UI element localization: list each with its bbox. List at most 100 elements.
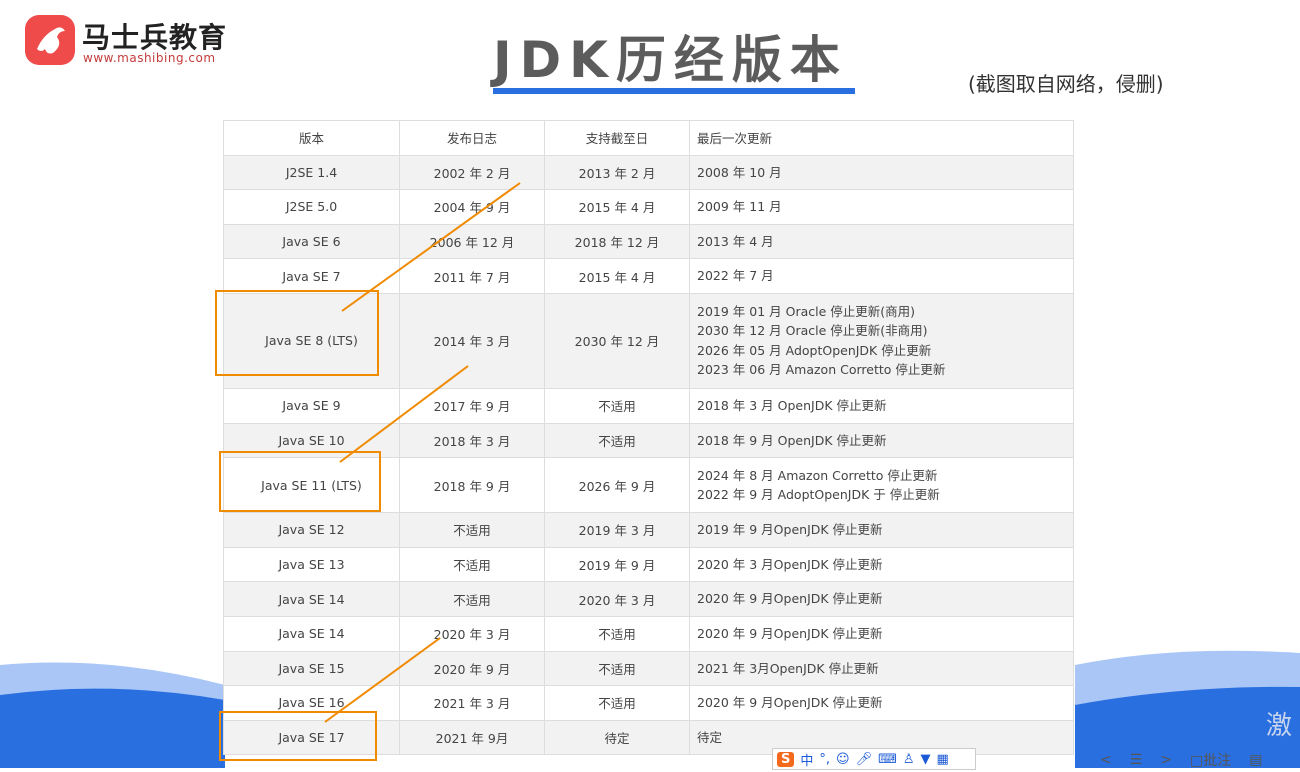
cell-support: 2030 年 12 月 — [544, 292, 690, 389]
cell-support: 2013 年 2 月 — [544, 154, 690, 191]
update-line: 2030 年 12 月 Oracle 停止更新(非商用) — [697, 323, 928, 339]
cell-support: 2020 年 3 月 — [544, 581, 690, 617]
ime-mode-toggle[interactable]: 中 — [800, 753, 814, 769]
cell-release: 2018 年 3 月 — [399, 422, 545, 459]
table-header: 版本 发布日志 支持截至日 最后一次更新 — [223, 120, 1074, 156]
cell-support: 待定 — [544, 719, 690, 756]
cell-version: Java SE 11 (LTS) — [223, 457, 400, 514]
cell-last-update: 2013 年 4 月 — [689, 223, 1074, 260]
update-line: 2018 年 9 月 OpenJDK 停止更新 — [697, 432, 887, 448]
cell-support: 2018 年 12 月 — [544, 223, 690, 260]
toolbox-icon[interactable]: ▦ — [936, 751, 949, 767]
user-icon[interactable]: ♙ — [902, 751, 915, 767]
table-row: Java SE 9 2017 年 9 月不适用 2018 年 3 月 OpenJDK… — [223, 387, 1074, 424]
table-row: Java SE 8 (LTS) 2014 年 3 月 2030 年 12 月 2019… — [223, 292, 1074, 389]
cell-last-update: 2021 年 3月OpenJDK 停止更新 — [689, 650, 1074, 687]
cell-release: 2004 年 9 月 — [399, 189, 545, 225]
cell-version: Java SE 17 — [223, 719, 400, 756]
table-row: Java SE 12 不适用 2019 年 3 月 2019 年 9 月OpenJDK… — [223, 512, 1074, 548]
next-slide-button[interactable]: > — [1160, 752, 1173, 768]
ime-toolbar[interactable]: S 中 °, ☺ 🎤︎ ⌨ ♙ ▼ ▦ — [772, 748, 976, 770]
table-row: Java SE 14 不适用 2020 年 3 月 2020 年 9 月OpenJDK… — [223, 581, 1074, 617]
cell-version: Java SE 16 — [223, 685, 400, 721]
cell-last-update: 2022 年 7 月 — [689, 258, 1074, 294]
table-row: Java SE 16 2021 年 3 月不适用 2020 年 9 月OpenJDK… — [223, 685, 1074, 721]
slide-nav: < ☰ > □批注 ▤ — [1100, 750, 1263, 770]
column-header: 版本 — [223, 120, 400, 156]
update-line: 2008 年 10 月 — [697, 164, 782, 180]
cell-version: Java SE 12 — [223, 512, 400, 548]
prev-slide-button[interactable]: < — [1100, 752, 1112, 768]
update-line: 2013 年 4 月 — [697, 233, 774, 249]
skin-icon[interactable]: ▼ — [920, 751, 931, 767]
comment-button[interactable]: □批注 — [1190, 753, 1232, 769]
update-line: 2018 年 3 月 OpenJDK 停止更新 — [697, 398, 887, 414]
title-underline — [493, 88, 855, 94]
cell-release: 2017 年 9 月 — [399, 387, 545, 424]
slide-list-button[interactable]: ☰ — [1129, 752, 1143, 768]
cell-support: 不适用 — [544, 650, 690, 687]
update-line: 2021 年 3月OpenJDK 停止更新 — [697, 660, 879, 676]
brand-name: 马士兵教育 — [82, 21, 228, 54]
microphone-icon[interactable]: 🎤︎ — [855, 751, 873, 767]
cell-last-update: 2020 年 3 月OpenJDK 停止更新 — [689, 546, 1074, 583]
sogou-logo-icon: S — [777, 751, 795, 767]
cell-release: 不适用 — [399, 512, 545, 548]
watermark-text: 激 — [1266, 711, 1293, 741]
cell-release: 不适用 — [399, 581, 545, 617]
table-row: Java SE 14 2020 年 3 月不适用 2020 年 9 月OpenJDK… — [223, 615, 1074, 652]
column-header: 最后一次更新 — [689, 120, 1074, 156]
update-line: 2020 年 9 月OpenJDK 停止更新 — [697, 591, 883, 607]
cell-support: 2019 年 9 月 — [544, 546, 690, 583]
cell-release: 2014 年 3 月 — [399, 292, 545, 389]
table-row: Java SE 15 2020 年 9 月不适用 2021 年 3月OpenJDK … — [223, 650, 1074, 687]
cell-support: 不适用 — [544, 615, 690, 652]
emoji-icon[interactable]: ☺ — [836, 751, 850, 767]
update-line: 2022 年 9 月 AdoptOpenJDK 于 停止更新 — [697, 487, 940, 503]
cell-support: 不适用 — [544, 387, 690, 424]
table-row: J2SE 1.4 2002 年 2 月 2013 年 2 月 2008 年 10 月 — [223, 154, 1074, 191]
update-line: 2026 年 05 月 AdoptOpenJDK 停止更新 — [697, 342, 932, 358]
update-line: 2022 年 7 月 — [697, 268, 774, 284]
cell-last-update: 2020 年 9 月OpenJDK 停止更新 — [689, 685, 1074, 721]
table-row: Java SE 6 2006 年 12 月 2018 年 12 月 2013 年 4 … — [223, 223, 1074, 260]
column-header: 发布日志 — [399, 120, 545, 156]
update-line: 2020 年 9 月OpenJDK 停止更新 — [697, 625, 883, 641]
cell-support: 不适用 — [544, 685, 690, 721]
table-row: Java SE 7 2011 年 7 月 2015 年 4 月 2022 年 7 月 — [223, 258, 1074, 294]
cell-version: Java SE 13 — [223, 546, 400, 583]
cell-last-update: 2024 年 8 月 Amazon Corretto 停止更新 2022 年 9 … — [689, 457, 1074, 514]
cell-version: J2SE 1.4 — [223, 154, 400, 191]
keyboard-icon[interactable]: ⌨ — [878, 751, 897, 767]
ime-punct-toggle[interactable]: °, — [819, 751, 831, 767]
cell-release: 不适用 — [399, 546, 545, 583]
update-line: 待定 — [697, 729, 723, 745]
cell-version: Java SE 9 — [223, 387, 400, 424]
update-line: 2019 年 9 月OpenJDK 停止更新 — [697, 522, 883, 538]
cell-release: 2011 年 7 月 — [399, 258, 545, 294]
cell-support: 2019 年 3 月 — [544, 512, 690, 548]
comment-icon: □ — [1190, 753, 1204, 769]
cell-support: 2015 年 4 月 — [544, 258, 690, 294]
cell-support: 不适用 — [544, 422, 690, 459]
page-title: JDK历经版本 — [493, 31, 848, 89]
decorative-wave-right — [1075, 645, 1300, 772]
update-line: 2019 年 01 月 Oracle 停止更新(商用) — [697, 303, 916, 319]
table-row: Java SE 10 2018 年 3 月不适用 2018 年 9 月 OpenJD… — [223, 422, 1074, 459]
column-header: 支持截至日 — [544, 120, 690, 156]
cell-last-update: 2020 年 9 月OpenJDK 停止更新 — [689, 615, 1074, 652]
jdk-version-table: 版本 发布日志 支持截至日 最后一次更新 J2SE 1.4 2002 年 2 月 2013… — [223, 120, 1074, 756]
update-line: 2024 年 8 月 Amazon Corretto 停止更新 — [697, 467, 938, 483]
view-mode-icon[interactable]: ▤ — [1249, 752, 1263, 768]
cell-last-update: 2019 年 9 月OpenJDK 停止更新 — [689, 512, 1074, 548]
update-line: 2009 年 11 月 — [697, 199, 782, 215]
cell-version: Java SE 8 (LTS) — [223, 292, 400, 389]
cell-release: 2020 年 9 月 — [399, 650, 545, 687]
cell-version: Java SE 14 — [223, 581, 400, 617]
update-line: 2020 年 9 月OpenJDK 停止更新 — [697, 695, 883, 711]
table-row: Java SE 13 不适用 2019 年 9 月 2020 年 3 月OpenJDK… — [223, 546, 1074, 583]
cell-release: 2020 年 3 月 — [399, 615, 545, 652]
table-row: J2SE 5.0 2004 年 9 月 2015 年 4 月 2009 年 11 月 — [223, 189, 1074, 225]
cell-last-update: 2020 年 9 月OpenJDK 停止更新 — [689, 581, 1074, 617]
update-line: 2023 年 06 月 Amazon Corretto 停止更新 — [697, 362, 946, 378]
